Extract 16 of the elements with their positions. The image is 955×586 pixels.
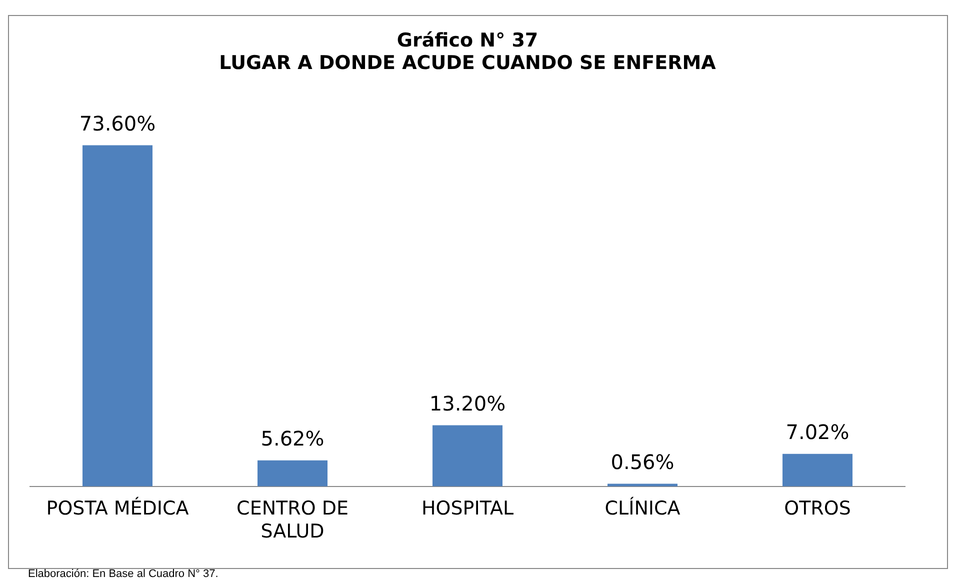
data-label: 0.56%: [610, 450, 674, 474]
bar: [782, 454, 852, 486]
data-label: 13.20%: [429, 391, 506, 416]
x-tick-label: POSTA MÉDICA: [46, 496, 189, 520]
data-label: 7.02%: [786, 420, 850, 444]
data-label: 5.62%: [260, 426, 324, 451]
bar: [258, 460, 328, 486]
x-tick-label: CLÍNICA: [604, 496, 680, 520]
bar: [432, 425, 502, 486]
x-tick-label: OTROS: [784, 498, 851, 520]
bar: [82, 145, 152, 486]
chart-title: Gráfico N° 37 LUGAR A DONDE ACUDE CUANDO SE ENFERMA: [219, 29, 716, 74]
x-tick-label: CENTRO DE SALUD: [236, 498, 348, 543]
x-tick-label: HOSPITAL: [421, 498, 514, 520]
text: Elaboración: En Base al Cuadro N° 37.: [28, 568, 218, 580]
data-label: 73.60%: [79, 111, 156, 136]
